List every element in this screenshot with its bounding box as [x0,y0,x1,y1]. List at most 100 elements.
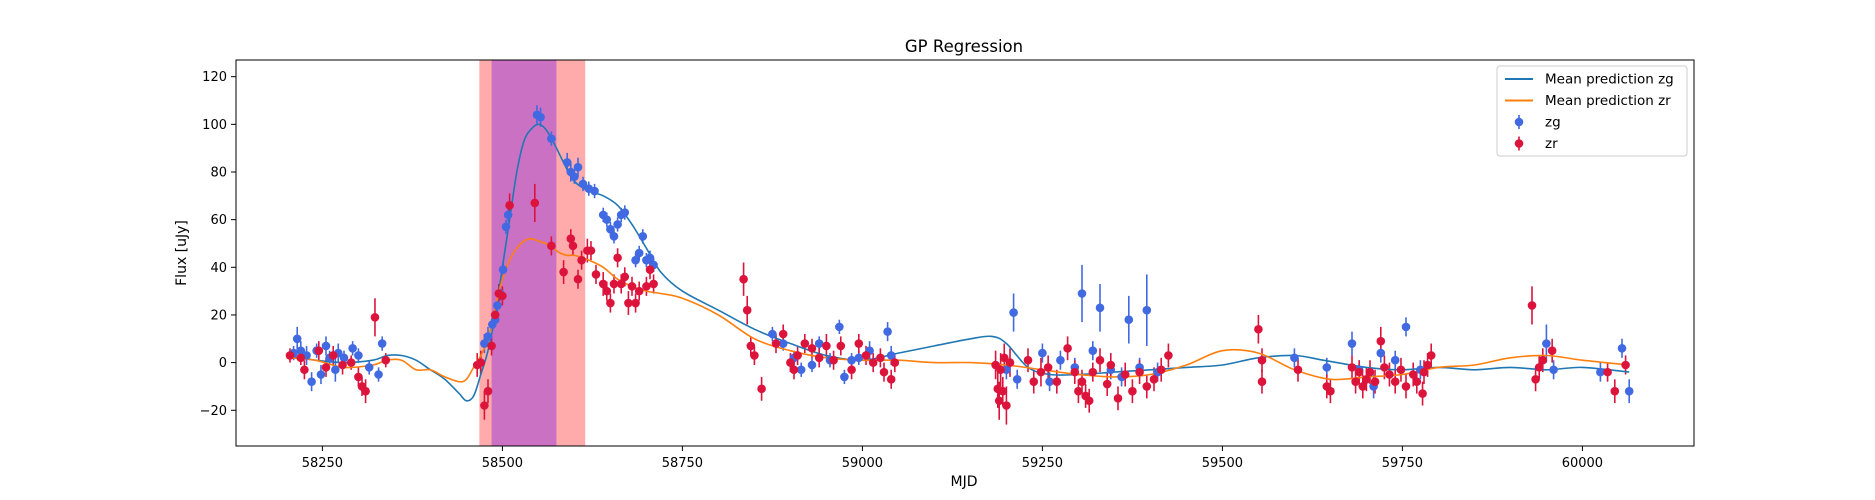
zr-point [1102,379,1112,389]
zg-point [835,322,844,332]
zg-point [1322,363,1332,372]
zr-point [624,298,633,308]
zr-point [1128,386,1137,396]
zr-point [1534,363,1544,372]
zg-point [493,301,502,310]
zr-point [480,401,489,410]
zr-point [1257,377,1267,386]
zg-point [1142,305,1152,315]
zg-point [316,370,326,379]
zr-point [1149,374,1159,384]
chart-title: GP Regression [905,37,1023,56]
zg-point [796,365,806,375]
zg-point [536,112,545,122]
zg-point [620,208,630,217]
zr-point [1005,358,1015,367]
zr-point [1396,365,1406,375]
zr-point [483,386,493,396]
zr-point [793,351,802,360]
zg-point [1390,355,1400,365]
x-tick-label: 58750 [662,456,703,471]
zr-point [868,358,878,367]
zr-point [822,341,831,351]
zr-point [1106,360,1116,370]
zg-point [364,363,374,372]
y-tick-label: 100 [202,118,227,133]
zr-point [1113,394,1123,403]
zg-point [1009,308,1018,317]
x-tick-label: 59000 [842,456,883,471]
zr-point [314,346,324,355]
zg-point [807,360,817,370]
zg-point [331,365,340,375]
x-tick-label: 58500 [482,456,523,471]
zr-point [627,282,637,291]
zr-point [1380,363,1389,372]
zr-point [778,329,788,339]
zg-point [1290,353,1299,363]
x-tick-label: 58250 [302,456,343,471]
zg-point [634,248,644,258]
zr-point [530,198,540,208]
zg-point [292,334,302,344]
zr-point [1326,386,1335,396]
zr-point [836,341,846,351]
zg-point [501,222,511,232]
x-axis-label: MJD [951,474,978,490]
legend-box [1496,65,1688,157]
zr-point [814,353,824,363]
zr-point [559,267,568,277]
data-points [285,110,1634,410]
zg-point [354,351,363,360]
zr-point [1419,367,1429,377]
zg-point [1095,303,1105,313]
zr-point [1370,377,1380,386]
zr-point [338,360,347,370]
zr-point [786,358,795,367]
zr-point [996,365,1005,375]
zr-point [573,274,583,284]
zg-point [854,353,864,363]
zr-point [1120,370,1130,379]
y-tick-label: 20 [210,308,227,323]
zr-point [1351,377,1360,386]
zr-point [370,313,380,322]
zg-point [374,370,383,379]
y-axis-label: Flux [uJy] [174,220,190,286]
zg-point [638,232,648,241]
zr-point [577,255,586,265]
zr-point [861,351,871,360]
zr-point [1095,355,1105,365]
zr-point [1088,367,1098,377]
zr-point [498,291,507,301]
zg-point [778,339,788,348]
shaded-regions [479,60,586,446]
zr-point [789,365,799,375]
x-tick-label: 59250 [1022,456,1063,471]
zg-point [1624,386,1634,396]
zr-point [1390,377,1400,386]
zg-point [814,339,824,348]
zr-point [876,353,885,363]
zr-point [591,270,601,279]
zr-point [1547,346,1557,355]
zr-point [1365,367,1375,377]
zg-point [1124,315,1134,325]
y-tick-label: −20 [200,404,227,419]
zr-point [649,279,658,289]
zr-point [1164,351,1173,360]
zr-point [1358,382,1368,391]
zr-point [1412,377,1422,386]
zr-point [879,367,889,377]
legend-label: zr [1545,136,1558,152]
zr-point [1257,355,1267,365]
zr-point [476,358,486,367]
zr-point [606,298,615,308]
zr-point [598,279,608,289]
zg-point [645,253,655,263]
y-tick-label: 40 [210,261,227,276]
zr-point [609,279,619,289]
zg-point [613,220,622,229]
x-tick-label: 60000 [1562,456,1603,471]
zr-point [296,353,306,363]
